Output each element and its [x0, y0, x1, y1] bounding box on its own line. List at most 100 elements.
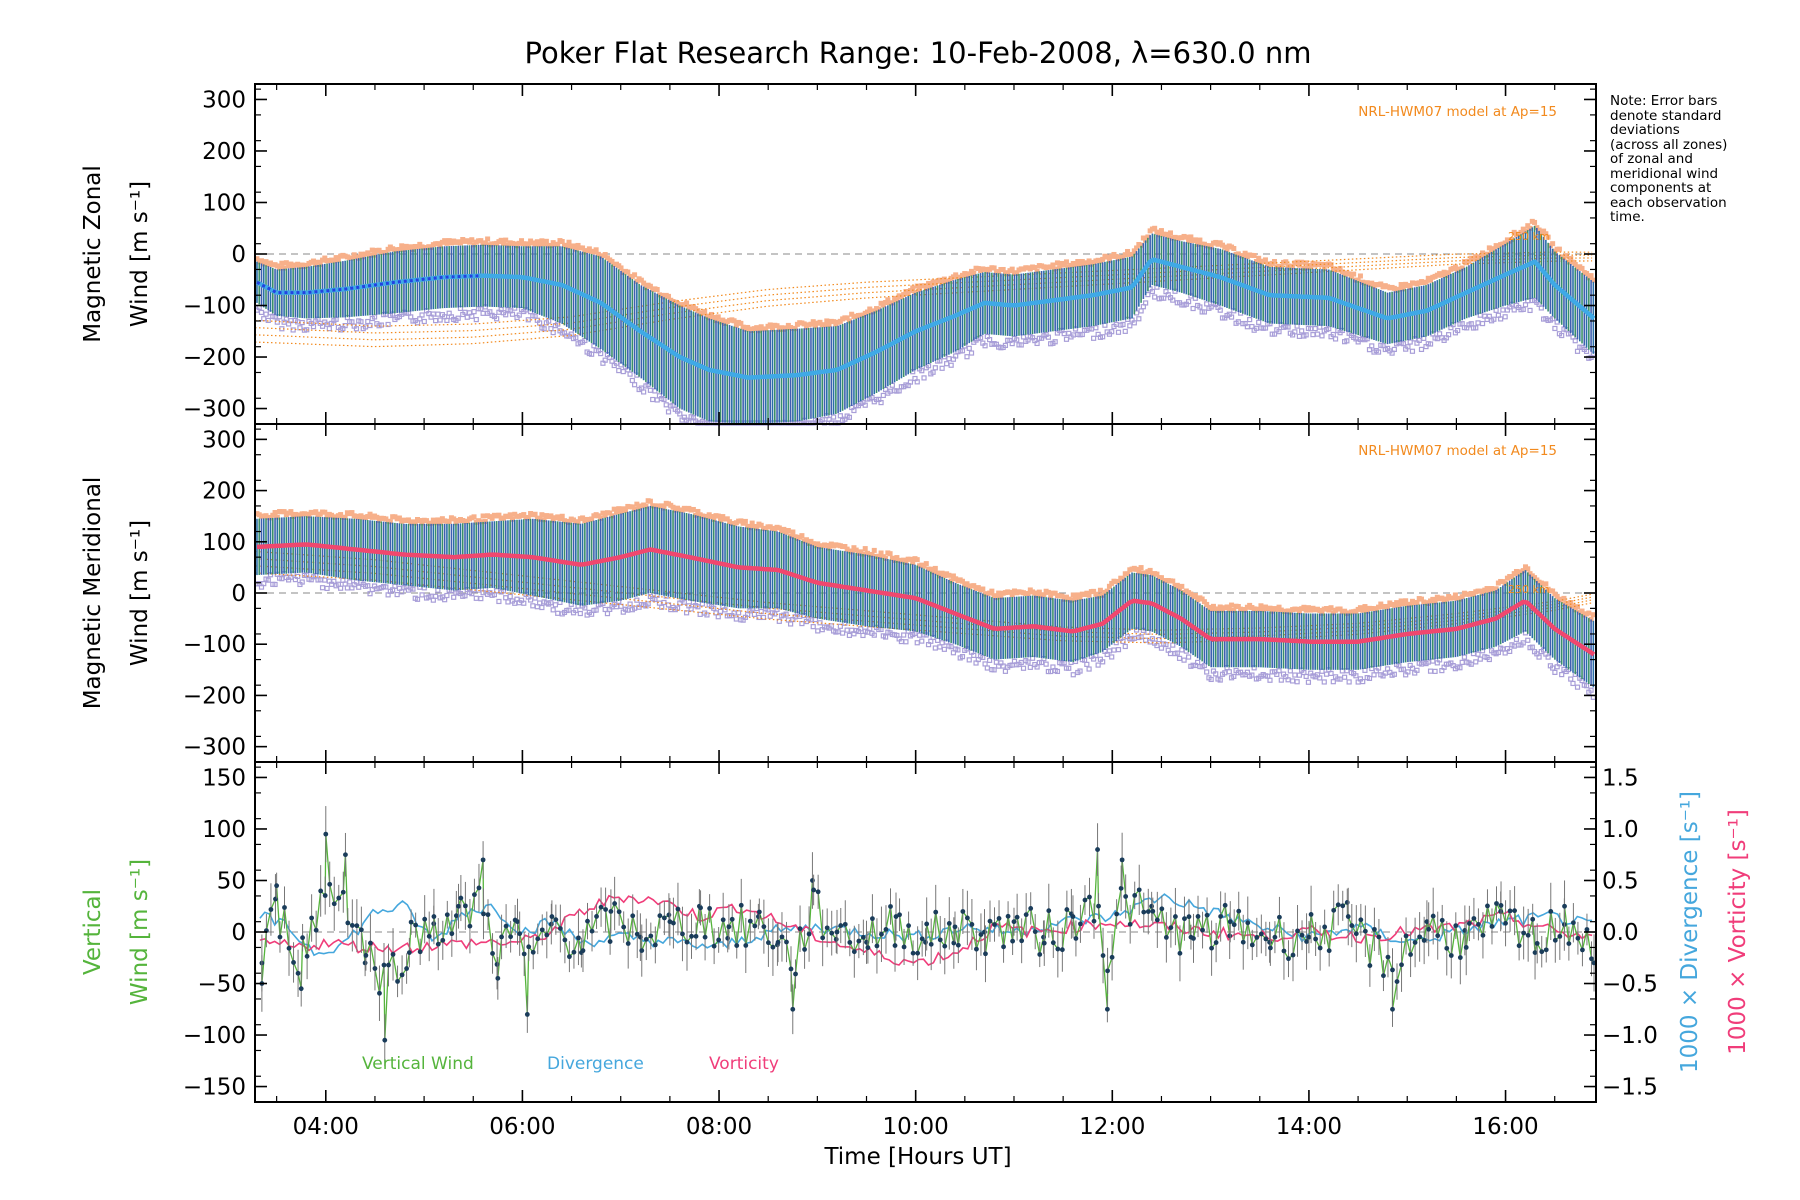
- upper-marker: [1136, 569, 1142, 575]
- vertical-wind-point: [295, 970, 301, 976]
- upper-marker: [356, 255, 362, 261]
- vertical-wind-point: [919, 936, 925, 942]
- lower-marker: [1174, 650, 1180, 656]
- x-tick-label: 06:00: [489, 1114, 555, 1140]
- lower-marker: [1328, 670, 1334, 677]
- lower-marker: [261, 581, 267, 587]
- vertical-wind-point: [286, 945, 292, 951]
- upper-marker: [1296, 609, 1302, 615]
- vertical-wind-point: [969, 922, 975, 927]
- vertical-wind-point: [1100, 953, 1106, 958]
- vertical-wind-point: [340, 889, 346, 895]
- upper-marker: [921, 563, 927, 569]
- vertical-wind-point: [1114, 911, 1120, 917]
- upper-marker: [876, 553, 882, 559]
- lower-marker: [1285, 677, 1291, 683]
- upper-marker: [894, 297, 900, 303]
- lower-marker: [1583, 683, 1590, 689]
- vertical-wind-point: [1231, 922, 1237, 928]
- vertical-wind-point: [1209, 945, 1214, 951]
- upper-marker: [1197, 237, 1203, 243]
- lower-marker: [903, 639, 909, 645]
- upper-marker: [1443, 272, 1449, 278]
- upper-marker: [342, 515, 348, 521]
- upper-marker: [632, 272, 638, 278]
- upper-marker: [313, 509, 319, 515]
- upper-marker: [1425, 600, 1431, 606]
- upper-marker: [358, 251, 364, 257]
- lower-marker: [602, 357, 608, 363]
- vertical-ylabel-units: Wind [m s⁻¹]: [127, 859, 153, 1005]
- upper-marker: [826, 322, 832, 328]
- vertical-wind-point: [1424, 919, 1430, 925]
- lower-marker: [1432, 668, 1438, 674]
- lower-marker: [1405, 669, 1411, 675]
- lower-marker: [480, 310, 486, 316]
- vertical-wind-point: [1503, 920, 1508, 926]
- upper-marker: [1579, 608, 1585, 614]
- upper-marker: [1391, 602, 1397, 608]
- lower-marker: [344, 585, 351, 591]
- vertical-wind-point: [1331, 907, 1337, 913]
- upper-marker: [1143, 571, 1149, 577]
- lower-marker: [980, 654, 986, 661]
- vertical-wind-point: [453, 913, 459, 919]
- vertical-wind-point: [1403, 933, 1409, 939]
- lower-marker: [1217, 307, 1223, 313]
- upper-marker: [374, 514, 380, 520]
- vertical-wind-point: [720, 917, 726, 923]
- lower-marker: [1111, 647, 1117, 653]
- upper-marker: [1045, 589, 1051, 595]
- upper-marker: [573, 246, 579, 252]
- right-tick-label: −0.5: [1602, 972, 1658, 998]
- upper-marker: [507, 512, 513, 518]
- lower-marker: [1109, 329, 1115, 335]
- lower-marker: [1461, 654, 1468, 660]
- vertical-wind-point: [363, 953, 369, 958]
- lower-marker: [736, 610, 742, 616]
- lower-marker: [1122, 643, 1128, 650]
- lower-marker: [1100, 334, 1106, 340]
- vertical-wind-point: [752, 923, 758, 929]
- upper-marker: [1491, 246, 1497, 252]
- y-tick-label: 300: [202, 87, 246, 113]
- upper-marker: [1152, 225, 1158, 231]
- vertical-wind-point: [362, 960, 368, 966]
- upper-marker: [1129, 252, 1135, 258]
- vertical-wind-point: [743, 943, 749, 948]
- vertical-wind-point: [589, 928, 595, 934]
- lower-marker: [1314, 331, 1321, 337]
- vertical-wind-point: [847, 940, 853, 945]
- upper-marker: [937, 277, 943, 283]
- upper-marker: [1256, 255, 1262, 261]
- lower-marker: [1400, 666, 1407, 672]
- upper-marker: [989, 588, 995, 594]
- lower-marker: [1344, 338, 1350, 344]
- upper-marker: [785, 527, 791, 533]
- vertical-wind-point: [1104, 1006, 1110, 1012]
- lower-marker: [1375, 349, 1382, 355]
- upper-marker: [503, 237, 509, 243]
- lower-marker: [783, 611, 789, 617]
- vertical-wind-point: [833, 936, 839, 942]
- vertical-wind-point: [354, 923, 360, 929]
- lower-marker: [1317, 675, 1323, 681]
- vertical-wind-point: [1584, 927, 1590, 932]
- lower-marker: [1407, 339, 1413, 345]
- vertical-wind-point: [946, 920, 952, 926]
- legend-vorticity: Vorticity: [709, 1054, 779, 1074]
- lower-marker: [914, 640, 920, 646]
- upper-marker: [428, 520, 434, 526]
- lower-marker: [419, 592, 425, 598]
- upper-marker: [1186, 238, 1192, 244]
- upper-marker: [548, 242, 554, 248]
- lower-marker: [889, 382, 895, 388]
- lower-marker: [261, 316, 267, 322]
- lower-marker: [1152, 294, 1158, 300]
- vertical-wind-point: [1444, 945, 1450, 951]
- vertical-wind-point: [933, 909, 939, 915]
- upper-marker: [862, 546, 868, 552]
- upper-marker: [932, 565, 938, 571]
- error-bar-note: Note: Error bars denote standard deviati…: [1610, 94, 1790, 225]
- vertical-wind-point: [1353, 931, 1359, 937]
